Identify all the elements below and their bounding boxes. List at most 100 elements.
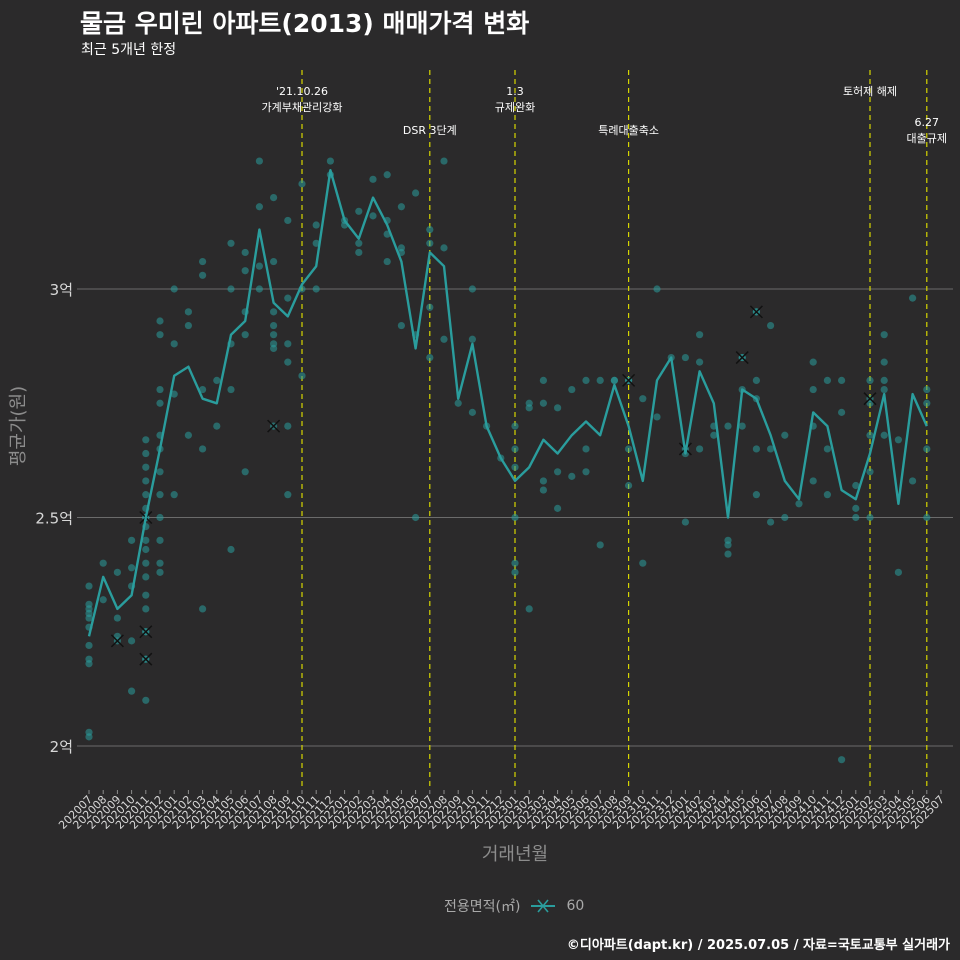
data-point bbox=[625, 481, 633, 490]
data-point bbox=[568, 472, 576, 480]
data-point bbox=[113, 614, 121, 622]
x-axis-label: 거래년월 bbox=[482, 844, 548, 865]
data-point bbox=[369, 212, 377, 220]
legend-key-60 bbox=[531, 899, 556, 913]
data-point bbox=[184, 431, 192, 439]
data-point bbox=[511, 422, 519, 430]
cross-mark bbox=[110, 634, 124, 648]
data-point bbox=[241, 468, 249, 476]
data-point bbox=[128, 536, 136, 544]
data-point bbox=[199, 445, 207, 453]
data-point bbox=[99, 596, 107, 604]
data-point bbox=[412, 189, 420, 197]
data-point bbox=[852, 513, 860, 522]
data-point bbox=[440, 335, 448, 343]
event-label: 가계부채관리강화 bbox=[262, 101, 343, 114]
cross-mark bbox=[863, 392, 877, 406]
data-point bbox=[852, 481, 860, 490]
data-point bbox=[170, 340, 178, 348]
data-point bbox=[823, 491, 832, 499]
data-point bbox=[241, 267, 249, 275]
data-point bbox=[255, 203, 263, 211]
data-point bbox=[511, 568, 519, 576]
source-caption: ©디아파트(dapt.kr) / 2025.07.05 / 자료=국토교통부 실… bbox=[566, 938, 950, 953]
data-point bbox=[880, 331, 888, 339]
data-point bbox=[142, 573, 150, 581]
data-point bbox=[426, 353, 434, 362]
data-point bbox=[255, 285, 263, 293]
data-point bbox=[710, 431, 718, 439]
data-point bbox=[142, 536, 150, 544]
data-point bbox=[909, 294, 917, 302]
data-point bbox=[312, 285, 320, 293]
data-point bbox=[440, 157, 448, 165]
data-point bbox=[355, 248, 363, 257]
cross-mark bbox=[749, 305, 763, 319]
data-point bbox=[468, 285, 476, 293]
data-point bbox=[539, 376, 548, 384]
data-point bbox=[355, 239, 363, 247]
data-point bbox=[809, 477, 817, 485]
data-point bbox=[596, 376, 604, 384]
data-point bbox=[227, 239, 235, 247]
data-point bbox=[440, 244, 448, 252]
data-point bbox=[142, 449, 150, 458]
data-point bbox=[255, 157, 263, 165]
data-point bbox=[99, 559, 107, 567]
data-point bbox=[213, 422, 221, 430]
data-point bbox=[696, 445, 704, 453]
data-point bbox=[227, 285, 235, 293]
data-point bbox=[724, 422, 732, 430]
data-point bbox=[681, 518, 690, 526]
data-point bbox=[838, 376, 846, 384]
data-point bbox=[199, 385, 207, 394]
data-point bbox=[170, 491, 178, 499]
data-point bbox=[355, 207, 363, 215]
cross-mark bbox=[139, 652, 153, 666]
data-point bbox=[880, 431, 888, 439]
chart-title: 물금 우미린 아파트(2013) 매매가격 변화 bbox=[80, 9, 530, 38]
data-point bbox=[909, 477, 917, 485]
data-point bbox=[866, 431, 874, 439]
data-point bbox=[809, 385, 817, 394]
data-point bbox=[298, 372, 306, 380]
data-point bbox=[653, 413, 661, 421]
data-point bbox=[866, 376, 874, 384]
cross-mark bbox=[139, 625, 153, 639]
data-point bbox=[511, 559, 519, 567]
data-point bbox=[738, 422, 746, 430]
data-point bbox=[128, 637, 136, 645]
data-point bbox=[312, 221, 320, 229]
data-point bbox=[85, 733, 93, 741]
series-line-60 bbox=[87, 169, 928, 637]
data-point bbox=[284, 358, 292, 366]
data-point bbox=[781, 431, 789, 439]
data-point bbox=[156, 385, 164, 394]
data-point bbox=[128, 564, 136, 572]
data-point bbox=[525, 404, 533, 412]
data-point bbox=[752, 445, 761, 453]
data-point bbox=[156, 468, 164, 476]
data-point bbox=[511, 445, 519, 453]
data-point bbox=[255, 262, 263, 270]
data-point bbox=[752, 491, 761, 499]
data-point bbox=[128, 687, 136, 695]
data-point bbox=[156, 331, 164, 339]
legend-title: 전용면적(㎡) bbox=[444, 899, 521, 915]
data-point bbox=[298, 180, 306, 188]
data-point bbox=[142, 696, 150, 704]
data-point bbox=[284, 422, 292, 430]
event-label: 6.27 bbox=[915, 116, 940, 129]
data-point bbox=[156, 491, 164, 499]
data-point bbox=[426, 239, 434, 247]
data-point bbox=[923, 445, 931, 453]
legend-label-60: 60 bbox=[566, 898, 585, 914]
data-point bbox=[142, 591, 150, 599]
data-point bbox=[681, 353, 690, 362]
data-point bbox=[610, 376, 619, 384]
data-point bbox=[838, 408, 846, 416]
data-point bbox=[838, 756, 846, 764]
legend: 전용면적(㎡) 60 bbox=[444, 896, 584, 916]
data-point bbox=[752, 376, 761, 384]
data-point bbox=[142, 436, 150, 444]
